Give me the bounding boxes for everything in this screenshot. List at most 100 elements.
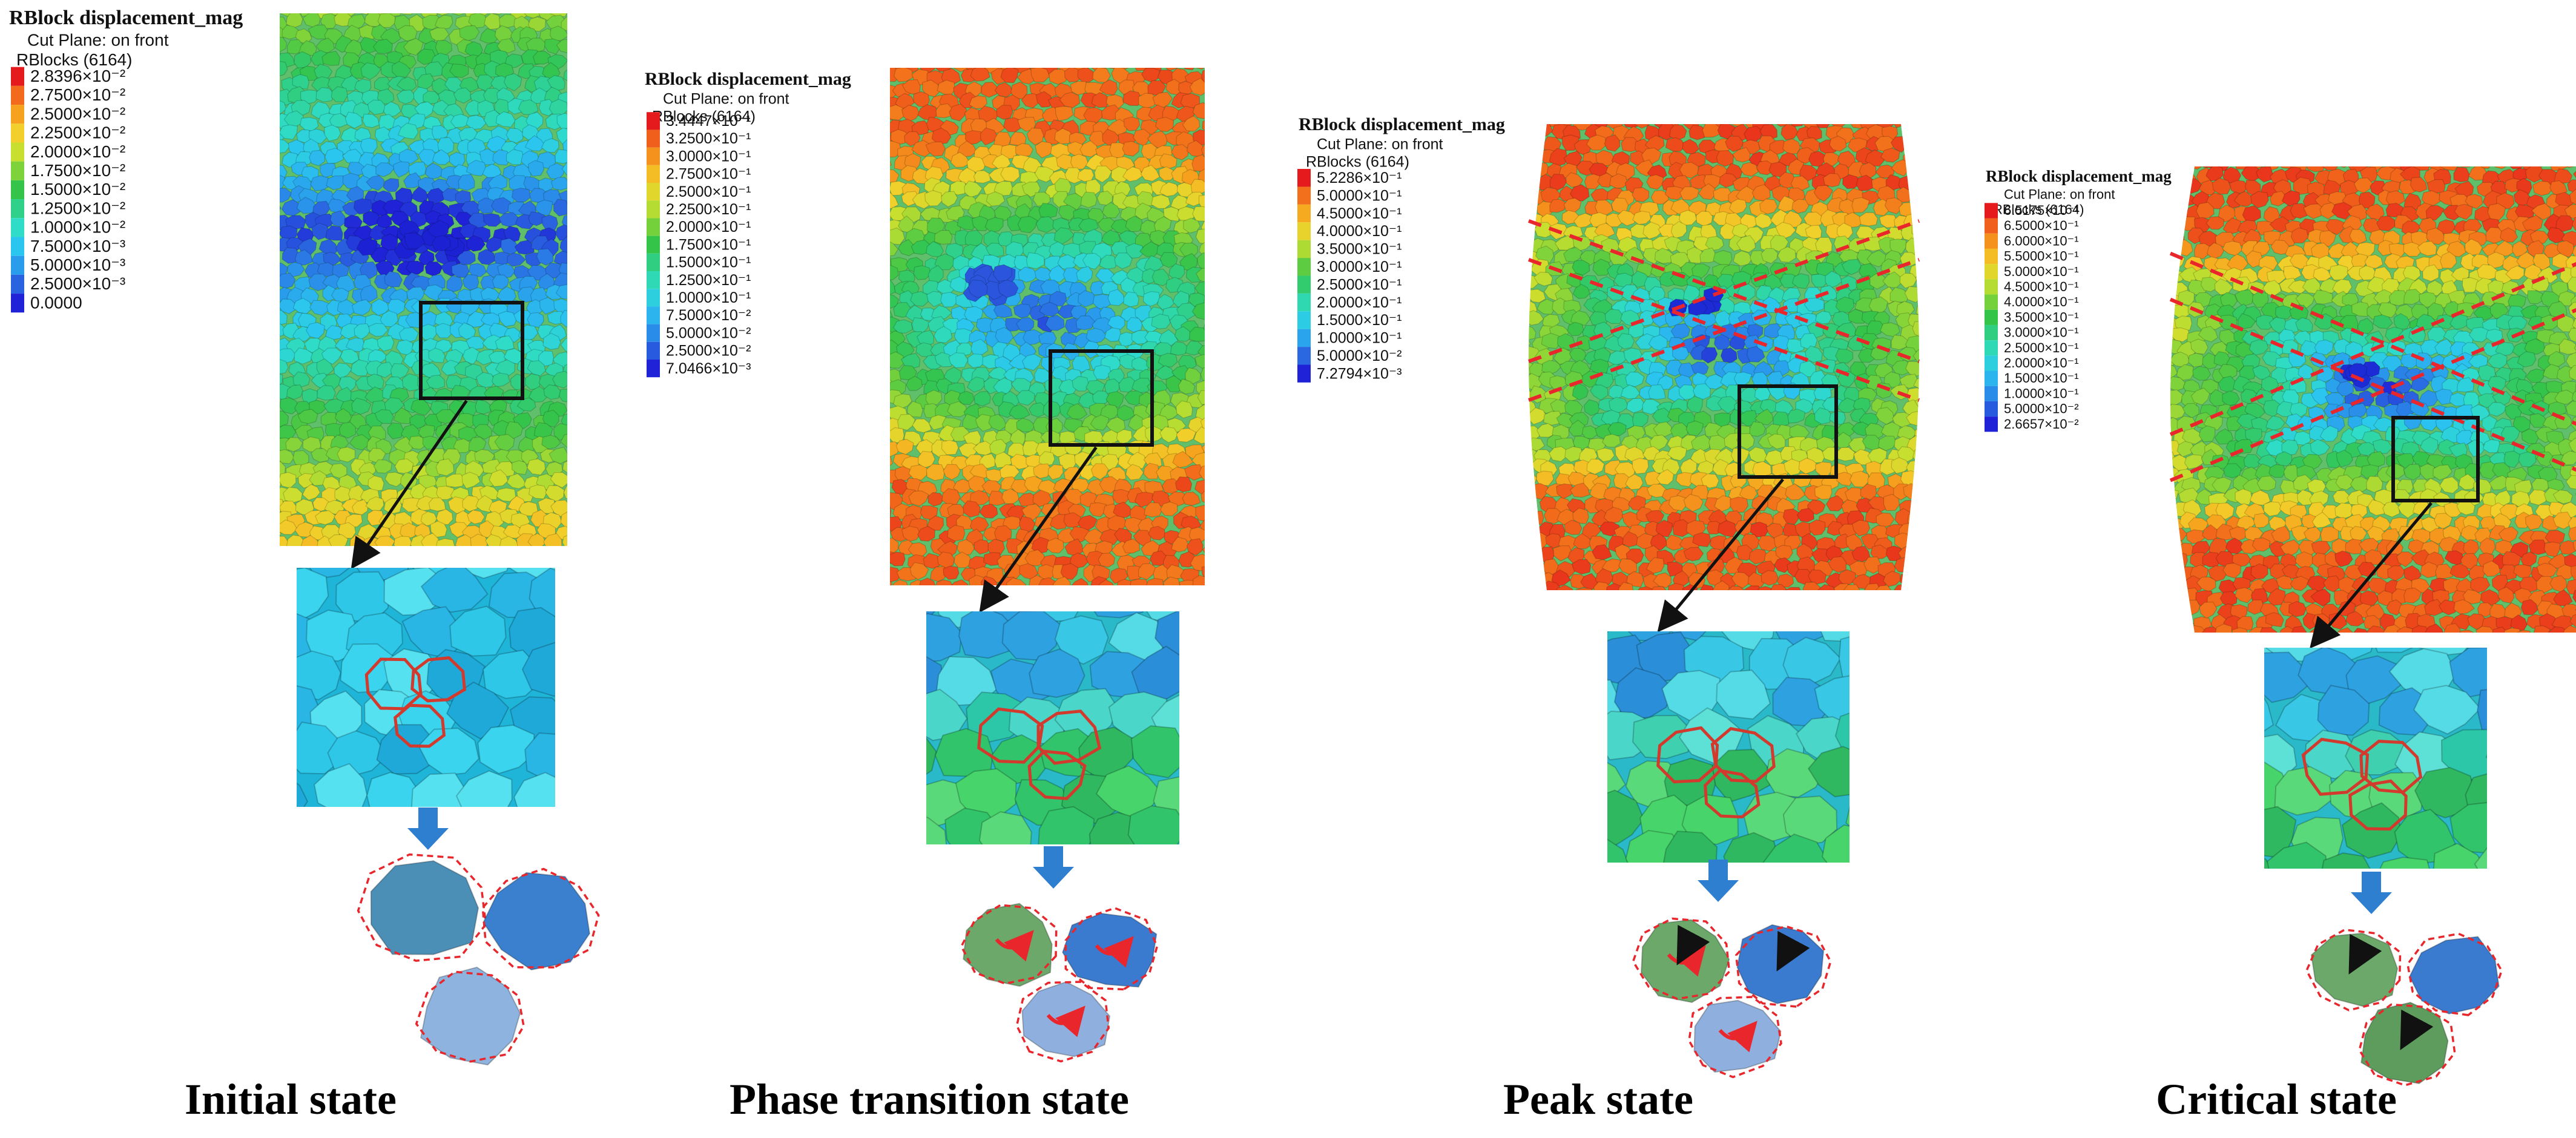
- particle: [458, 174, 475, 191]
- particle: [926, 463, 945, 481]
- particle: [957, 390, 975, 406]
- zoom-particle: [327, 730, 389, 777]
- particle: [2554, 389, 2574, 406]
- zoom-view: [297, 568, 555, 807]
- zoom-particle: [1029, 648, 1085, 699]
- particle: [1859, 212, 1879, 226]
- particle: [871, 179, 889, 195]
- particle: [2528, 539, 2548, 555]
- particle: [280, 322, 286, 338]
- particle: [1529, 288, 1533, 303]
- particle: [1092, 564, 1110, 582]
- particle: [325, 324, 345, 341]
- particle: [527, 160, 545, 177]
- particle: [1783, 587, 1803, 590]
- particle: [1874, 585, 1892, 590]
- particle: [311, 222, 331, 240]
- particle: [262, 399, 278, 413]
- particle: [956, 343, 973, 357]
- particle: [2491, 166, 2509, 169]
- particle: [1201, 142, 1205, 159]
- particle: [2182, 403, 2199, 419]
- particle: [280, 524, 282, 542]
- particle: [2528, 166, 2549, 168]
- particle: [2320, 526, 2339, 542]
- legend-swatch: [1297, 204, 1311, 223]
- panel-peak: RBlock displacement_mag Cut Plane: on fro…: [1297, 114, 1920, 1123]
- legend-value: 3.0000×10⁻¹: [666, 148, 751, 165]
- particle: [890, 403, 892, 421]
- particle: [547, 74, 565, 92]
- legend-value: 2.5000×10⁻¹: [1317, 276, 1402, 293]
- particle: [542, 332, 561, 350]
- particle: [1155, 116, 1174, 132]
- particle: [1755, 586, 1773, 590]
- particle: [1814, 124, 1831, 128]
- particle: [943, 565, 960, 580]
- particle: [2256, 166, 2273, 183]
- particle: [929, 566, 947, 582]
- particle: [1529, 214, 1530, 230]
- particle: [1568, 419, 1586, 437]
- particle: [306, 321, 326, 340]
- legend-title: RBlock displacement_mag: [1299, 114, 1505, 134]
- particle: [2290, 227, 2309, 243]
- particle: [1536, 423, 1556, 438]
- legend-value: 2.5000×10⁻²: [666, 343, 751, 360]
- particle: [1551, 569, 1571, 588]
- legend-value: 3.0000×10⁻¹: [1317, 258, 1402, 275]
- particle: [2568, 526, 2576, 541]
- particle: [2222, 240, 2243, 257]
- particle: [262, 77, 278, 91]
- particle: [458, 322, 476, 340]
- legend-swatch: [1297, 311, 1311, 329]
- particle: [553, 199, 567, 217]
- particle: [1072, 375, 1089, 392]
- particle: [1851, 197, 1870, 213]
- particle: [283, 487, 303, 504]
- particle: [2170, 528, 2174, 544]
- particle: [2382, 624, 2401, 633]
- particle: [377, 335, 395, 352]
- particle: [1802, 581, 1821, 590]
- particle: [435, 323, 454, 338]
- particle: [377, 13, 396, 28]
- particle: [2512, 416, 2531, 433]
- particle-schematic: [960, 903, 1159, 1063]
- particle: [1916, 521, 1919, 538]
- particle: [556, 38, 567, 54]
- particle: [453, 87, 472, 104]
- particle: [481, 334, 502, 350]
- particle: [916, 330, 935, 347]
- particle: [1123, 291, 1139, 308]
- particle: [2259, 627, 2278, 633]
- schematic-particle-outline: [1632, 917, 1731, 1001]
- particle: [2424, 599, 2443, 616]
- zoom-particle: [1093, 611, 1144, 619]
- particle: [2434, 513, 2453, 530]
- particle: [506, 473, 527, 489]
- particle: [2229, 180, 2249, 195]
- particle: [324, 148, 344, 165]
- particle: [1556, 584, 1576, 590]
- zoom-particle: [2449, 801, 2487, 854]
- particle: [1202, 542, 1205, 559]
- particle: [1144, 255, 1165, 274]
- legend-value: 2.5000×10⁻²: [30, 104, 125, 123]
- particle: [2502, 551, 2522, 568]
- particle: [993, 303, 1013, 318]
- particle: [548, 13, 567, 17]
- particle: [2314, 339, 2334, 355]
- particle: [1529, 185, 1535, 203]
- zoom-particle: [1131, 645, 1179, 702]
- schematic-particle: [420, 966, 521, 1066]
- particle: [2258, 255, 2278, 271]
- particle: [1545, 533, 1563, 549]
- particle: [308, 150, 325, 166]
- particle: [2336, 449, 2354, 468]
- particle: [2439, 166, 2460, 171]
- zoom-box: [419, 301, 524, 400]
- particle: [1142, 291, 1161, 308]
- particle: [373, 459, 392, 474]
- particle: [1018, 266, 1039, 283]
